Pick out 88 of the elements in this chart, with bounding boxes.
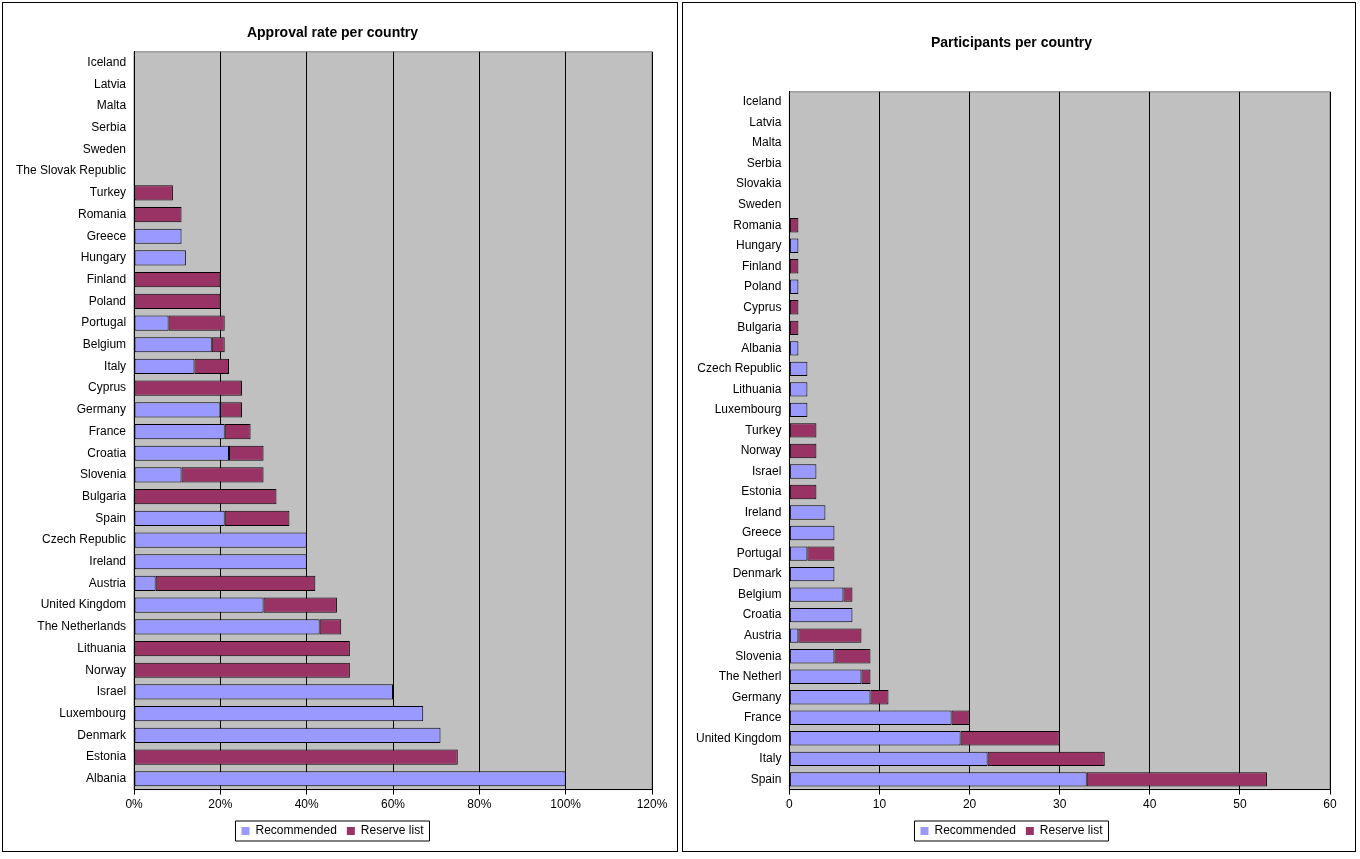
y-tick-label: Cyprus: [88, 380, 127, 395]
legend-label: Recommended: [934, 823, 1016, 838]
chart-title: Participants per country: [930, 34, 1093, 51]
y-tick-label: Israel: [752, 463, 782, 478]
y-tick-label: Iceland: [742, 94, 782, 109]
y-tick-label: Israel: [96, 684, 127, 699]
x-tick-label: 20: [962, 797, 977, 812]
y-tick-label: Albania: [741, 340, 782, 355]
y-tick-label: Spain: [750, 771, 782, 786]
y-tick-label: Belgium: [738, 586, 782, 601]
y-tick-label: United Kingdom: [40, 597, 127, 612]
x-tick-label: 50: [1233, 797, 1247, 812]
y-tick-label: Estonia: [741, 484, 782, 499]
y-tick-label: Luxembourg: [714, 402, 782, 417]
y-tick-label: Austria: [88, 575, 127, 590]
x-tick-label: 60: [1323, 797, 1337, 812]
y-tick-label: Czech Republic: [697, 361, 782, 376]
y-tick-label: The Slovak Republic: [15, 163, 127, 178]
y-tick-label: Lithuania: [732, 381, 782, 396]
y-tick-label: Malta: [96, 98, 127, 113]
y-tick-label: Malta: [752, 135, 782, 150]
y-tick-label: Cyprus: [743, 299, 782, 314]
y-tick-label: Sweden: [738, 196, 782, 211]
x-tick-label: 60%: [381, 797, 406, 812]
y-tick-label: Portugal: [81, 315, 127, 330]
y-tick-label: Luxembourg: [59, 705, 127, 720]
chart-title: Approval rate per country: [246, 24, 419, 41]
y-tick-label: Denmark: [77, 727, 128, 742]
y-tick-label: Estonia: [86, 749, 127, 764]
y-tick-label: The Netherl: [718, 669, 782, 684]
legend-label: Recommended: [255, 823, 337, 838]
y-tick-label: Greece: [742, 525, 782, 540]
y-tick-label: Serbia: [746, 155, 782, 170]
y-tick-label: Turkey: [745, 422, 782, 437]
x-tick-label: 40%: [294, 797, 320, 812]
y-tick-label: Latvia: [749, 114, 782, 129]
y-tick-label: Germany: [732, 689, 782, 704]
y-tick-label: Slovakia: [736, 176, 782, 191]
x-tick-label: 20%: [208, 797, 233, 812]
legend-label: Reserve list: [1039, 823, 1104, 838]
y-tick-label: Czech Republic: [42, 532, 127, 547]
y-tick-label: Turkey: [89, 185, 127, 200]
y-tick-label: Latvia: [94, 76, 127, 91]
y-tick-label: Portugal: [736, 545, 782, 560]
y-tick-label: Belgium: [82, 337, 127, 352]
x-tick-label: 0%: [125, 797, 144, 812]
y-tick-label: Finland: [742, 258, 782, 273]
y-tick-label: Norway: [740, 443, 782, 458]
y-tick-label: Poland: [88, 293, 127, 308]
y-tick-label: Lithuania: [77, 640, 127, 655]
y-tick-label: Greece: [86, 228, 127, 243]
y-tick-label: Bulgaria: [737, 320, 782, 335]
x-tick-label: 40: [1143, 797, 1157, 812]
y-tick-label: Slovenia: [735, 648, 782, 663]
y-tick-label: Ireland: [89, 554, 127, 569]
y-tick-label: Finland: [86, 271, 127, 286]
y-tick-label: Austria: [744, 627, 782, 642]
y-tick-label: Spain: [95, 510, 127, 525]
y-tick-label: Romania: [78, 206, 127, 221]
y-tick-label: Bulgaria: [82, 488, 127, 503]
y-tick-label: The Netherlands: [37, 619, 127, 634]
y-tick-label: Norway: [85, 662, 127, 677]
y-tick-label: Hungary: [80, 250, 127, 265]
y-tick-label: Hungary: [736, 238, 782, 253]
y-tick-label: Ireland: [744, 504, 782, 519]
y-tick-label: United Kingdom: [695, 730, 782, 745]
x-tick-label: 0: [786, 797, 794, 812]
y-tick-label: Italy: [104, 358, 127, 373]
y-tick-label: France: [744, 710, 782, 725]
y-tick-label: Germany: [76, 402, 127, 417]
y-tick-label: Croatia: [87, 445, 127, 460]
y-tick-label: Sweden: [82, 141, 127, 156]
x-tick-label: 120%: [636, 797, 668, 812]
y-tick-label: Albania: [86, 771, 127, 786]
x-tick-label: 30: [1053, 797, 1067, 812]
x-tick-label: 100%: [550, 797, 582, 812]
x-tick-label: 10: [872, 797, 887, 812]
y-tick-label: Denmark: [732, 566, 783, 581]
y-tick-label: Serbia: [91, 120, 127, 135]
legend-label: Reserve list: [360, 823, 425, 838]
y-tick-label: France: [88, 423, 127, 438]
y-tick-label: Italy: [759, 751, 782, 766]
y-tick-label: Croatia: [742, 607, 782, 622]
y-tick-label: Romania: [733, 217, 782, 232]
x-tick-label: 80%: [467, 797, 492, 812]
y-tick-label: Iceland: [87, 54, 127, 69]
y-tick-label: Slovenia: [80, 467, 127, 482]
y-tick-label: Poland: [744, 279, 782, 294]
